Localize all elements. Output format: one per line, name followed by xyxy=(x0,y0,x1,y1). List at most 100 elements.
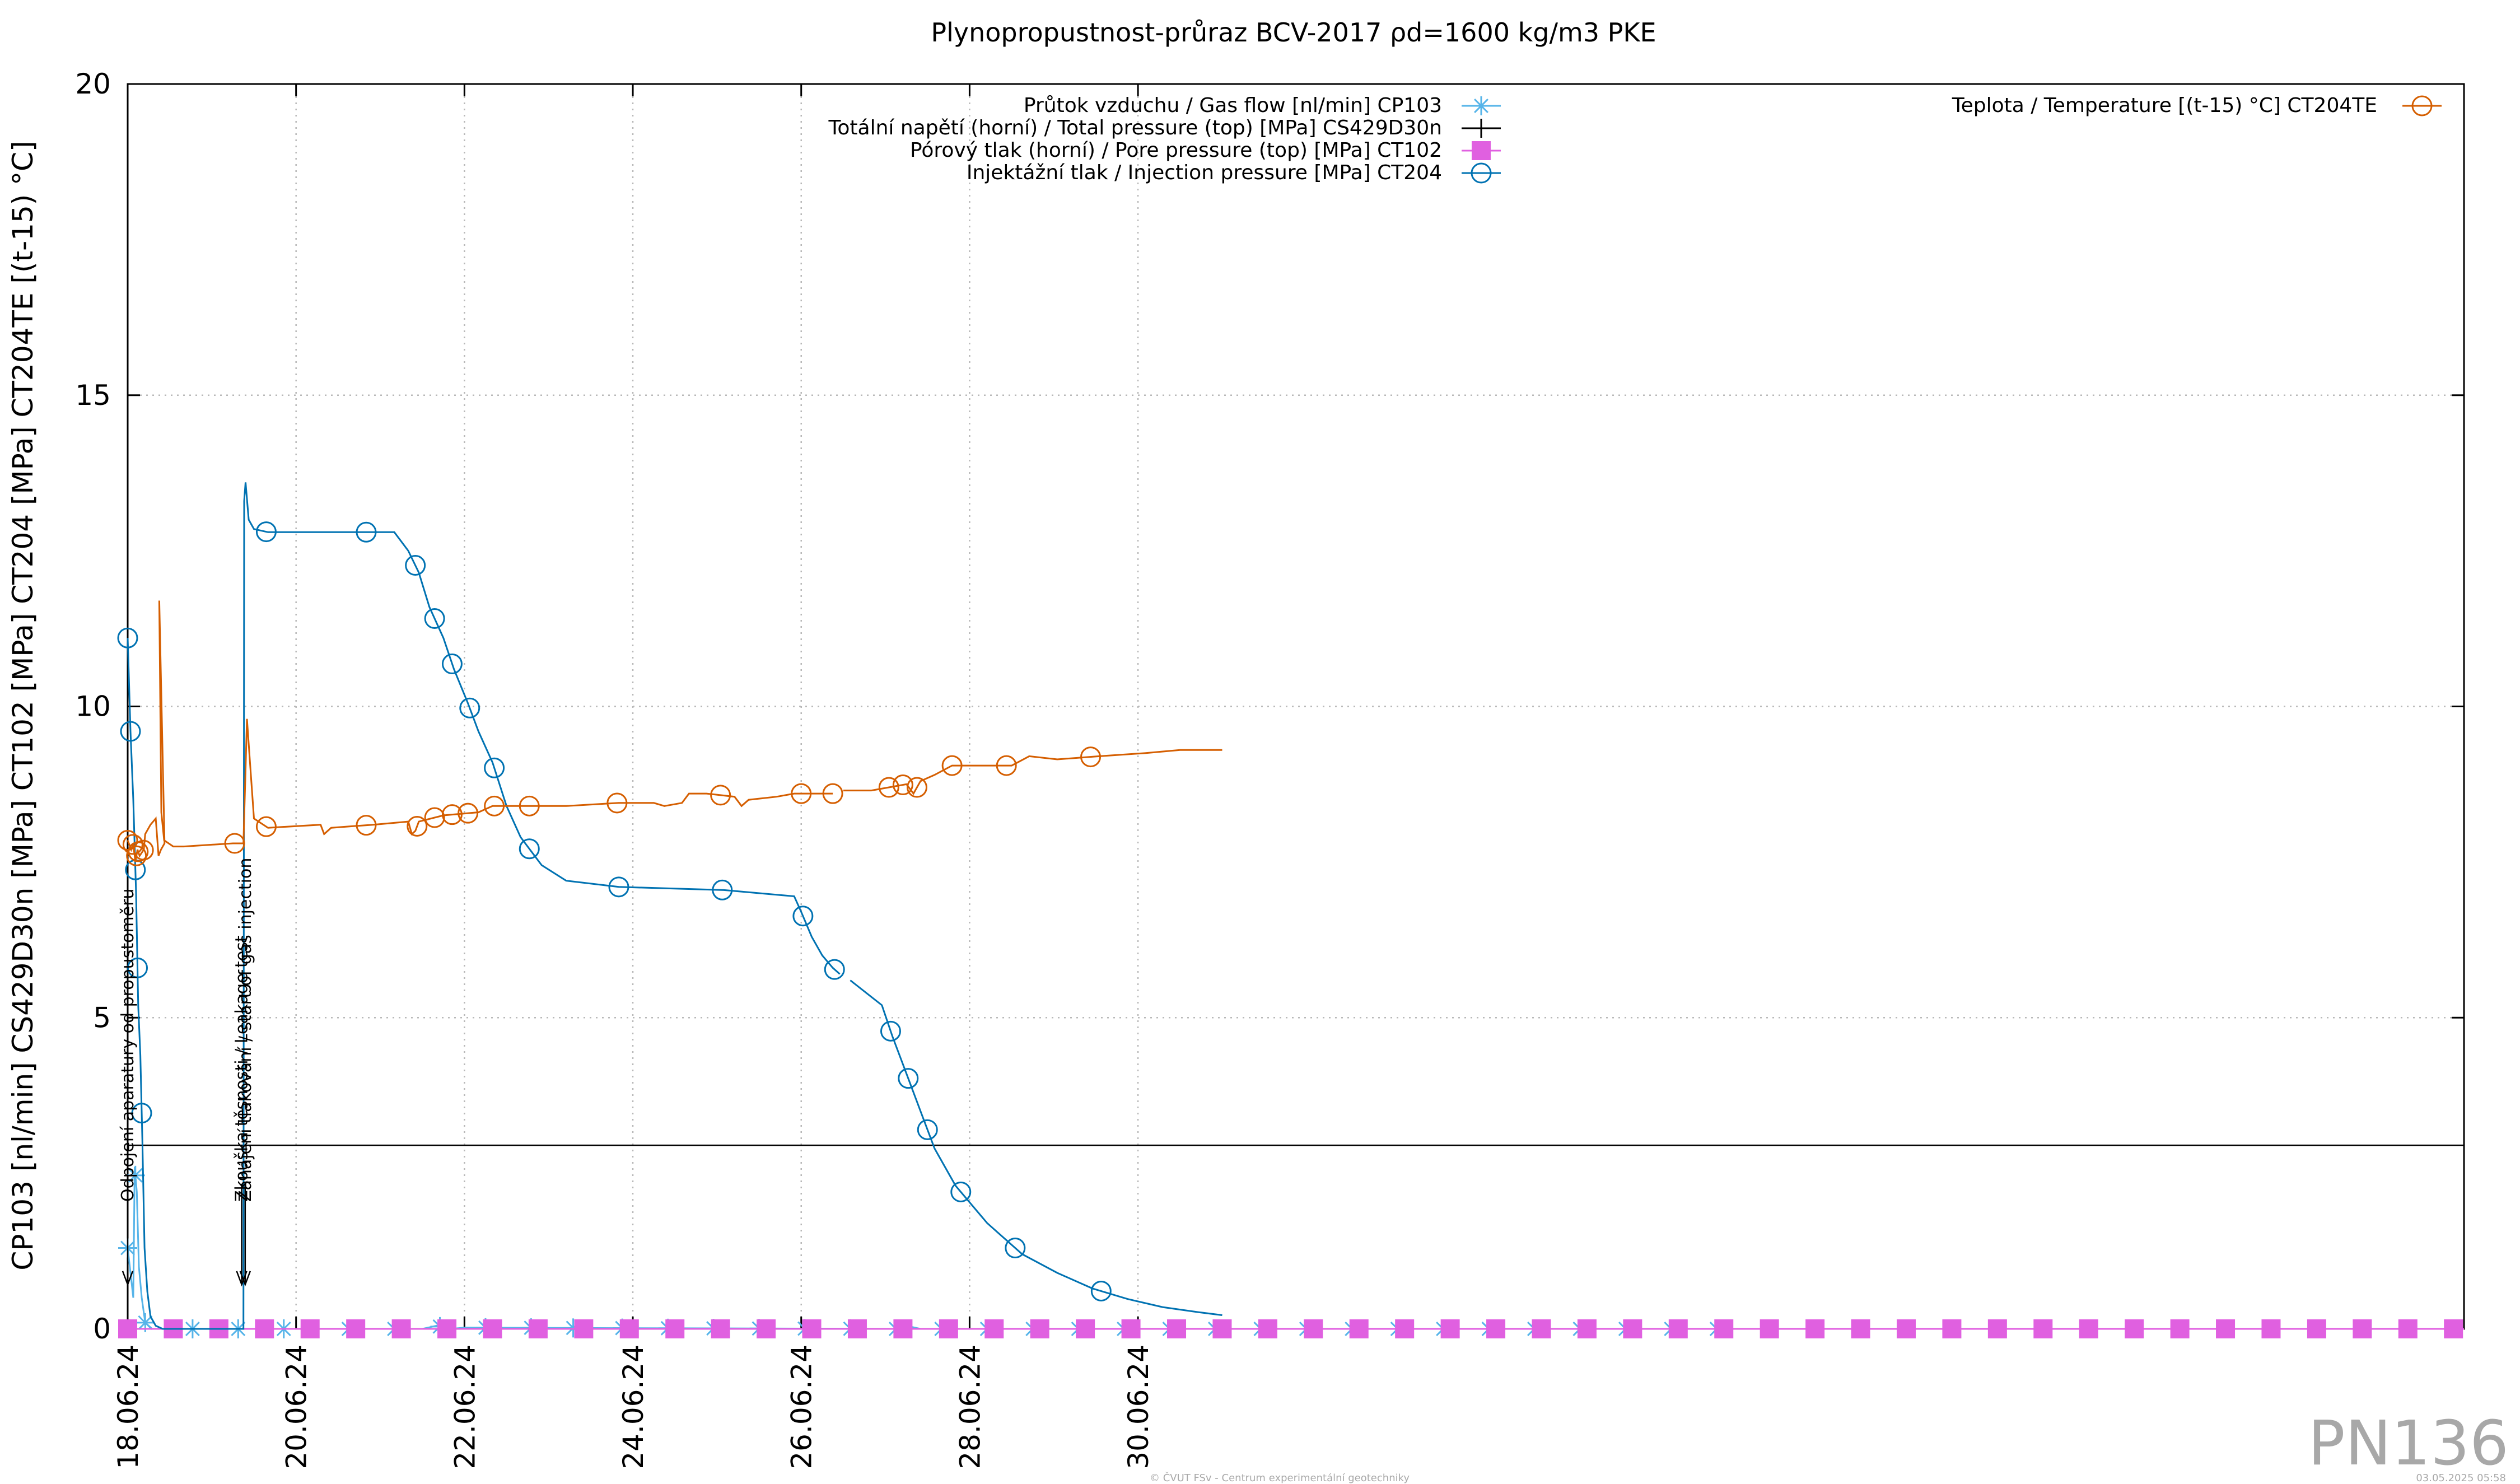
annotation-text: Zahájení tlakování / start of gas inject… xyxy=(236,858,255,1202)
x-tick-label: 24.06.24 xyxy=(617,1345,650,1469)
footer-timestamp: 03.05.2025 05:58 xyxy=(2416,1472,2506,1484)
data-point xyxy=(255,521,277,543)
data-point xyxy=(2353,1319,2372,1338)
data-point xyxy=(255,816,277,837)
legend: Průtok vzduchu / Gas flow [nl/min] CP103… xyxy=(828,94,2442,184)
data-point xyxy=(1121,1319,1141,1338)
data-point xyxy=(984,1319,1004,1338)
data-point xyxy=(1440,1319,1460,1338)
data-point xyxy=(356,521,377,543)
data-point xyxy=(847,1319,867,1338)
legend-label: Teplota / Temperature [(t-15) °C] CT204T… xyxy=(1952,94,2377,117)
data-point xyxy=(1987,1319,2007,1338)
data-point xyxy=(1304,1319,1323,1338)
data-point xyxy=(118,1319,137,1338)
data-point xyxy=(996,755,1017,776)
data-point xyxy=(608,876,629,898)
x-tick-label: 28.06.24 xyxy=(954,1345,986,1469)
data-point xyxy=(484,757,505,778)
data-point xyxy=(791,783,812,804)
data-point xyxy=(255,1319,274,1338)
data-point xyxy=(2170,1319,2190,1338)
legend-label: Totální napětí (horní) / Total pressure … xyxy=(828,116,1443,139)
annotation-arrowhead xyxy=(239,1271,251,1287)
data-point xyxy=(1942,1319,1962,1338)
y-tick-label: 0 xyxy=(93,1313,111,1345)
data-point xyxy=(950,1181,972,1202)
data-point xyxy=(1005,1238,1026,1259)
data-point xyxy=(2398,1319,2418,1338)
data-point xyxy=(122,834,143,855)
series-line xyxy=(127,600,833,862)
data-point xyxy=(711,1319,730,1338)
data-point xyxy=(1076,1319,1095,1338)
data-point xyxy=(1090,1280,1112,1301)
watermark: PN136 xyxy=(2308,1407,2509,1479)
data-point xyxy=(1486,1319,1506,1338)
series-3 xyxy=(117,482,1222,1330)
data-point xyxy=(2125,1319,2144,1338)
marker-stroke xyxy=(128,1168,143,1183)
data-point xyxy=(757,1319,776,1338)
plot-frame xyxy=(127,83,2465,1330)
data-point xyxy=(917,1119,938,1140)
y-axis-label: CP103 [nl/min] CS429D30n [MPa] CT102 [MP… xyxy=(7,141,39,1270)
data-point xyxy=(1080,746,1102,768)
data-point xyxy=(1167,1319,1187,1338)
chart-title: Plynopropustnost-průraz BCV-2017 ρd=1600… xyxy=(931,17,1656,48)
data-point xyxy=(437,1319,457,1338)
series-0 xyxy=(118,1165,1726,1338)
data-point xyxy=(1714,1319,1734,1338)
axis-ticks: 0 5 10 15 20 18.06.24 20.06.24 22.06.24 24.06.24… xyxy=(75,68,2464,1469)
data-point xyxy=(133,839,154,861)
legend-swatch-marker xyxy=(2411,95,2433,116)
data-point xyxy=(117,627,138,648)
data-point xyxy=(939,1319,958,1338)
data-point xyxy=(619,1319,639,1338)
legend-swatch-marker xyxy=(1471,162,1492,184)
annotation-text: Odpojení aparatury od propustoměru xyxy=(118,889,138,1202)
data-point xyxy=(519,838,540,860)
data-point xyxy=(2216,1319,2236,1338)
data-point xyxy=(1532,1319,1551,1338)
data-point xyxy=(519,795,540,816)
data-point xyxy=(1395,1319,1415,1338)
data-point xyxy=(665,1319,685,1338)
data-point xyxy=(712,879,733,900)
data-point xyxy=(391,1319,411,1338)
legend-swatch-marker xyxy=(1472,141,1491,160)
series-line xyxy=(850,979,1222,1316)
annotation: Odpojení aparatury od propustoměru xyxy=(118,889,138,1287)
data-point xyxy=(1805,1319,1825,1338)
data-point xyxy=(483,1319,502,1338)
legend-swatch-marker xyxy=(1472,96,1491,115)
data-point xyxy=(405,555,426,576)
data-point xyxy=(458,802,479,824)
data-point xyxy=(802,1319,822,1338)
data-point xyxy=(224,833,245,854)
data-point xyxy=(2033,1319,2053,1338)
legend-entry: Pórový tlak (horní) / Pore pressure (top… xyxy=(910,139,1501,162)
data-point xyxy=(356,815,377,836)
legend-entry: Injektážní tlak / Injection pressure [MP… xyxy=(967,161,1501,184)
x-tick-label: 22.06.24 xyxy=(449,1345,481,1469)
data-point xyxy=(2307,1319,2326,1338)
data-point xyxy=(1623,1319,1642,1338)
legend-swatch-marker xyxy=(1472,119,1491,138)
grid xyxy=(128,84,2464,1329)
legend-label: Pórový tlak (horní) / Pore pressure (top… xyxy=(910,139,1442,162)
data-point xyxy=(878,777,899,798)
annotations: Odpojení aparatury od propustoměru Zkoušk… xyxy=(118,858,255,1287)
data-point xyxy=(898,1068,919,1089)
data-point xyxy=(484,795,505,816)
x-tick-label: 18.06.24 xyxy=(112,1345,144,1469)
data-point xyxy=(824,959,845,980)
marker-stroke xyxy=(1474,99,1488,113)
data-point xyxy=(906,777,927,798)
data-point xyxy=(893,1319,913,1338)
data-point xyxy=(2261,1319,2281,1338)
data-point xyxy=(1030,1319,1049,1338)
legend-entry: Totální napětí (horní) / Total pressure … xyxy=(828,116,1501,139)
legend-label: Průtok vzduchu / Gas flow [nl/min] CP103 xyxy=(1024,94,1442,117)
